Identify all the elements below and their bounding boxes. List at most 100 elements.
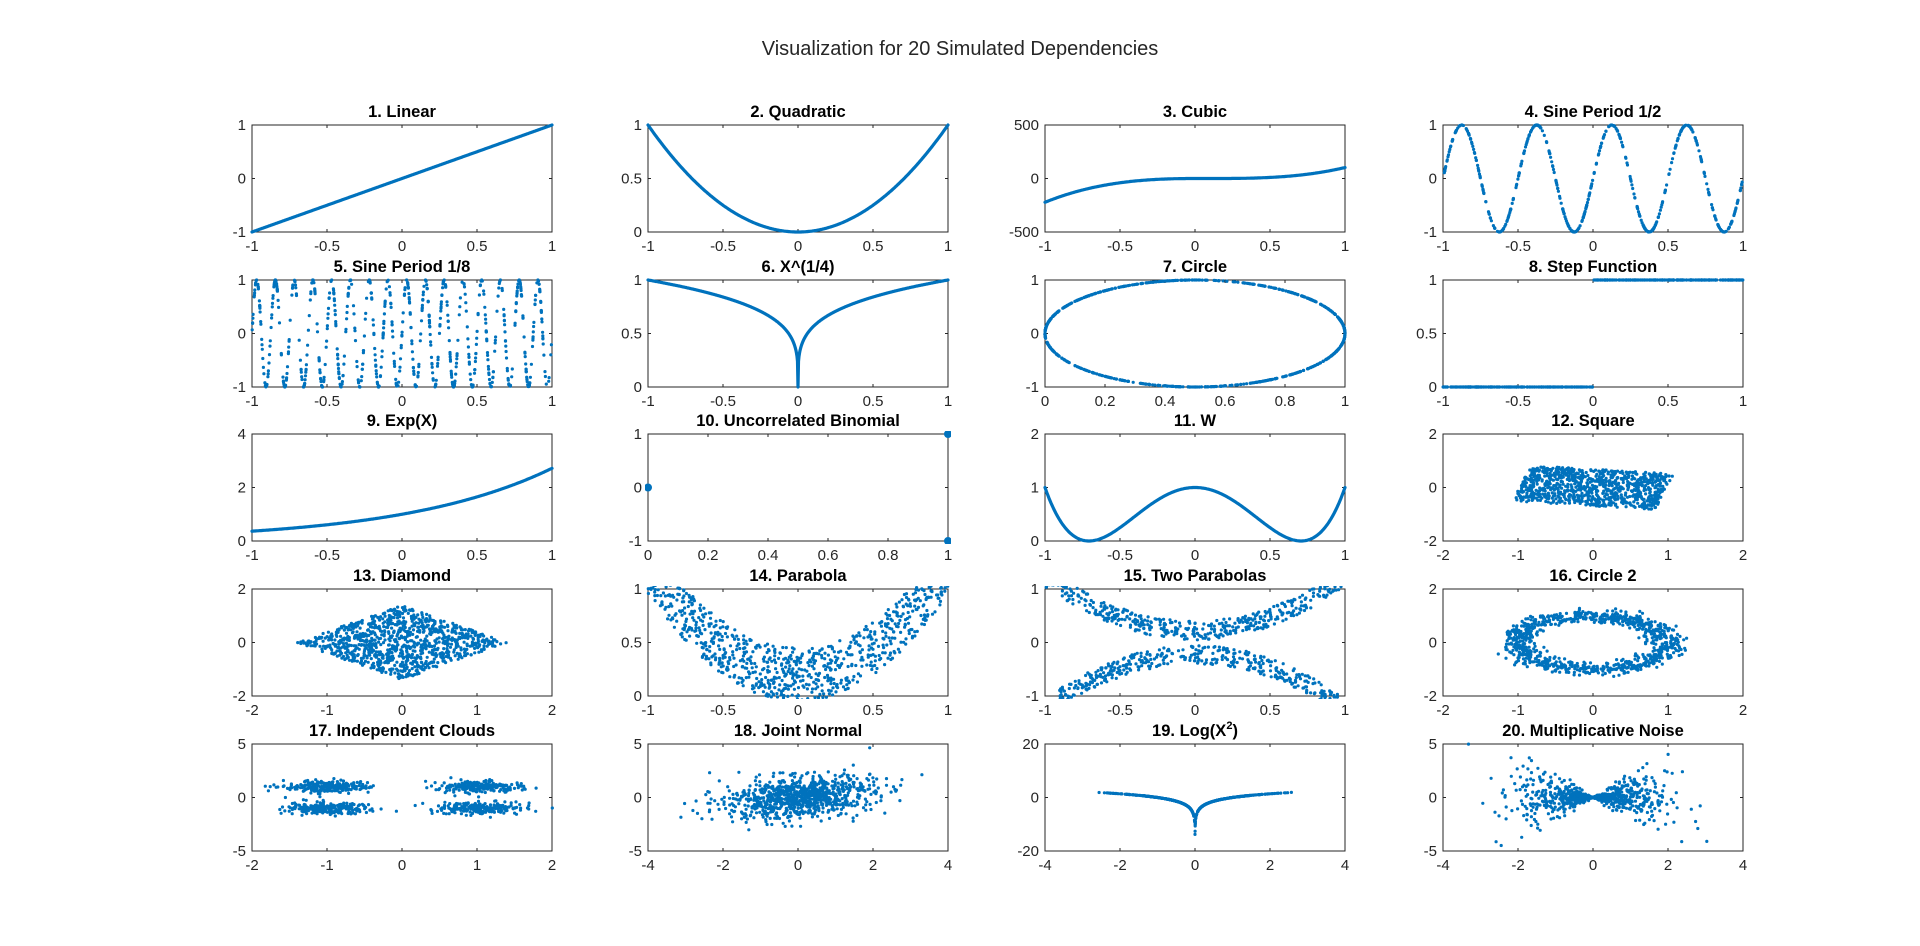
data-point [1576,488,1580,492]
data-point [293,283,298,287]
data-point [743,666,747,670]
x-tick-label: 0 [1589,393,1597,410]
data-point [913,630,917,634]
data-point [439,309,443,313]
data-point [351,304,356,308]
data-point [533,302,537,306]
data-point [1534,488,1538,492]
data-point [829,682,833,686]
axes-box [1442,124,1744,233]
data-point [290,293,294,297]
data-point [1576,499,1580,503]
data-point [1106,375,1110,379]
data-point [1548,482,1552,486]
data-point [410,350,414,354]
data-point [375,375,379,379]
series-data [296,605,508,681]
data-point [1474,158,1478,162]
data-point [449,373,454,377]
data-point [347,636,351,640]
data-point [937,570,940,573]
data-point [1541,465,1546,469]
data-point [1329,354,1333,358]
data-point [1648,480,1652,485]
data-point [369,632,373,636]
data-point [431,664,435,668]
data-point [1551,167,1556,172]
data-point [431,377,435,381]
y-tick-label: 0 [634,224,642,241]
data-point [326,312,330,316]
data-point [485,337,489,341]
data-point [1589,385,1594,389]
y-tick-label: 1 [238,117,246,134]
data-point [412,369,416,373]
data-point [1718,278,1723,282]
data-point [1449,144,1453,148]
data-point [692,618,696,622]
data-point [396,605,400,609]
data-point [789,684,793,688]
data-point [1632,192,1636,196]
data-point [1505,218,1509,222]
data-point [1526,489,1530,493]
data-point [315,642,319,646]
data-point [405,640,409,644]
data-point [1515,498,1519,502]
data-point [1450,139,1454,143]
data-point [320,635,324,640]
data-point [1619,493,1623,497]
data-point [484,330,488,334]
data-point [449,642,454,646]
data-point [287,345,291,349]
data-point [1275,376,1279,380]
data-point [406,632,410,636]
data-point [473,651,477,655]
data-point [1294,292,1298,296]
data-point [1160,279,1164,283]
data-point [406,281,410,285]
data-point [1655,220,1659,224]
data-point [1562,495,1566,499]
data-point [1631,470,1635,475]
data-point [417,362,421,366]
data-point [299,370,303,374]
data-point [489,635,494,639]
data-point [394,646,398,650]
x-tick-label: -0.5 [710,702,736,719]
data-point [1194,385,1198,389]
data-point [540,317,544,321]
data-point [1733,278,1737,282]
data-point [437,331,442,335]
data-point [528,375,533,379]
data-point [407,296,411,300]
x-tick-label: -1 [245,238,258,255]
x-tick-label: 1 [944,547,952,564]
data-point [432,644,437,648]
x-tick-label: -1 [320,702,333,719]
data-point [474,342,478,346]
data-point [1593,497,1597,501]
data-point [1663,478,1667,482]
data-point [361,362,365,366]
data-point [1600,475,1604,479]
data-point [1600,471,1604,476]
x-tick-label: -1 [641,393,654,410]
data-point [504,641,508,645]
x-tick-label: 1 [548,547,556,564]
data-point [1572,495,1576,499]
data-point [813,695,817,699]
y-tick-label: 0 [1031,171,1039,188]
data-point [259,320,263,324]
data-point [480,649,484,654]
data-point [438,625,442,629]
data-point [1245,382,1249,386]
data-point [1642,477,1647,481]
data-point [364,640,368,644]
data-point [421,293,425,297]
data-point [383,638,387,642]
data-point [383,611,387,615]
data-point [688,612,692,616]
data-point [530,344,535,349]
data-point [320,647,324,651]
